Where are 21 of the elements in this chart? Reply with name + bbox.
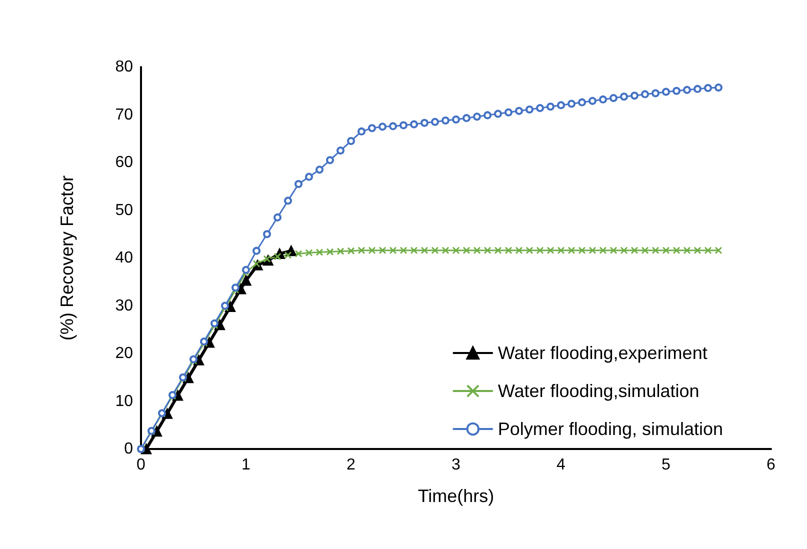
y-tick-label: 10 — [115, 392, 134, 410]
y-axis-title: (%) Recovery Factor — [57, 175, 77, 341]
y-tick-label: 30 — [115, 297, 134, 314]
y-tick-label: 0 — [124, 440, 134, 458]
legend-label: Water flooding,experiment — [498, 343, 708, 363]
x-tick-label: 5 — [662, 456, 671, 474]
x-tick-label: 4 — [556, 456, 566, 474]
y-tick-label: 60 — [115, 154, 134, 171]
x-tick-label: 2 — [346, 456, 356, 474]
x-tick-label: 1 — [242, 456, 251, 474]
y-tick-label: 50 — [115, 202, 134, 219]
x-tick-label: 0 — [136, 456, 146, 474]
y-tick-label: 40 — [115, 250, 134, 266]
legend-label: Water flooding,simulation — [498, 381, 700, 401]
x-tick-label: 3 — [452, 456, 461, 474]
legend-label: Polymer flooding, simulation — [498, 419, 724, 439]
y-tick-label: 80 — [115, 58, 134, 76]
x-axis-title: Time(hrs) — [418, 486, 494, 506]
y-tick-label: 70 — [115, 106, 134, 124]
x-tick-label: 6 — [766, 456, 776, 474]
y-tick-label: 20 — [115, 345, 134, 362]
